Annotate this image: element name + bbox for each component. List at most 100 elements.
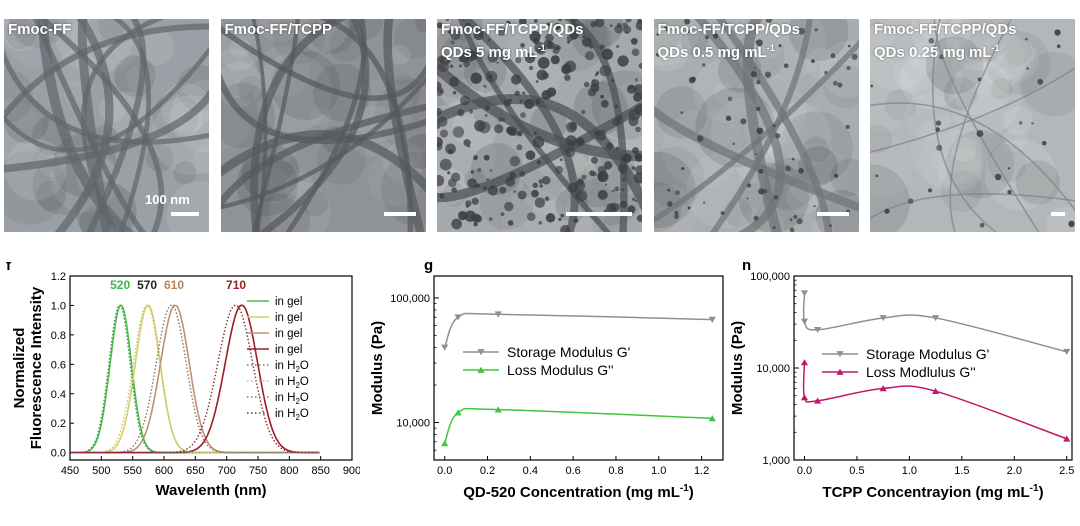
data-point-marker — [800, 359, 809, 366]
x-tick-label: 1.0 — [651, 465, 666, 477]
data-point-marker — [800, 394, 809, 401]
plot-frame — [69, 275, 353, 461]
data-point-marker — [494, 311, 502, 318]
spectrum-line-h2o — [71, 304, 320, 454]
legend-marker — [836, 368, 844, 375]
series-line-0 — [802, 293, 1067, 353]
data-point-marker — [454, 314, 462, 321]
x-tick-label: 0.5 — [849, 465, 864, 477]
data-point-marker — [814, 397, 822, 404]
legend-marker — [477, 349, 485, 356]
y-tick-label: 0.0 — [51, 448, 66, 460]
scale-bar — [566, 212, 632, 216]
x-tick-label: 1.5 — [954, 465, 969, 477]
legend-marker — [477, 366, 485, 373]
x-tick-label: 650 — [186, 465, 204, 477]
x-tick-label: 700 — [217, 465, 235, 477]
tem-label-e: Fmoc-FF/TCPP/QDs QDs 0.25 mg mL-1 — [874, 21, 1017, 62]
data-point-marker — [800, 290, 809, 297]
tem-label-line: Fmoc-FF/TCPP/QDs — [657, 21, 801, 38]
legend-label: in H2O — [275, 376, 309, 390]
tem-label-line: QDs 0.25 mg mL-1 — [874, 43, 1000, 61]
spectrum-line-gel — [71, 304, 320, 454]
x-tick-label: 600 — [155, 465, 173, 477]
y-tick-label: 100,000 — [750, 271, 790, 283]
x-tick-label: 550 — [123, 465, 141, 477]
scale-bar-label: 100 nm — [145, 192, 190, 207]
tem-micrograph-a: Fmoc-FF 100 nm — [4, 19, 209, 232]
data-point-marker — [454, 409, 462, 416]
x-tick-label: 0.2 — [480, 465, 495, 477]
panel-h-chart: h 0.0 0.5 1.0 1.5 2.0 2.5 1,000 10,000 100,000 TCP… — [729, 257, 1080, 521]
spectrum-line-h2o — [71, 304, 320, 454]
peak-label: 610 — [164, 278, 184, 292]
data-point-marker — [879, 315, 887, 322]
series-line-1 — [443, 407, 713, 444]
x-tick-label: 2.5 — [1059, 465, 1074, 477]
panel-letter-g: g — [424, 262, 433, 274]
y-tick-label: 10,000 — [396, 418, 430, 430]
tem-label-b: Fmoc-FF/TCPP — [225, 21, 333, 39]
panel-g-chart: g 0.0 0.2 0.4 0.6 0.8 1.0 1.2 10,000 100,000 QD-52… — [368, 257, 730, 521]
x-tick-label: 800 — [280, 465, 298, 477]
legend-label: Loss Modlulus G'' — [866, 364, 976, 380]
data-point-marker — [1063, 348, 1071, 356]
legend-label: in H2O — [275, 408, 309, 422]
y-tick-label: 0.8 — [51, 330, 66, 342]
x-tick-label: 0.0 — [437, 465, 452, 477]
x-tick-label: 1.0 — [902, 465, 917, 477]
spectrum-line-h2o — [71, 304, 320, 454]
legend-label: in gel — [275, 328, 303, 340]
scale-bar — [171, 212, 199, 216]
legend-label: in H2O — [275, 360, 309, 374]
scale-bar — [816, 212, 849, 216]
legend-label: in gel — [275, 344, 303, 356]
x-tick-label: 0.6 — [565, 465, 580, 477]
y-tick-label: 1.0 — [51, 300, 66, 312]
tem-label-line: Fmoc-FF/TCPP/QDs — [874, 21, 1017, 38]
peak-label: 570 — [137, 278, 157, 292]
y-tick-label: 10,000 — [756, 363, 790, 375]
data-point-marker — [708, 415, 716, 422]
data-point-marker — [932, 387, 940, 395]
series-line-0 — [443, 312, 713, 348]
tem-label-line: Fmoc-FF/TCPP/QDs — [441, 21, 584, 38]
peak-label: 520 — [110, 278, 130, 292]
legend-label: in gel — [275, 312, 303, 324]
x-tick-label: 0.8 — [608, 465, 623, 477]
y-tick-label: 1,000 — [762, 455, 790, 467]
data-point-marker — [814, 326, 822, 334]
x-axis-label: Wavelenth (nm) — [155, 482, 266, 499]
peak-label: 710 — [226, 278, 246, 292]
tem-micrograph-c: Fmoc-FF/TCPP/QDs QDs 5 mg mL-1 — [437, 19, 642, 232]
tem-label-d: Fmoc-FF/TCPP/QDs QDs 0.5 mg mL-1 — [658, 21, 801, 62]
data-point-marker — [441, 344, 449, 351]
data-point-marker — [932, 315, 940, 322]
panel-letter-f: f — [6, 262, 12, 274]
legend-label: in H2O — [275, 392, 309, 406]
y-tick-label: 0.2 — [51, 418, 66, 430]
x-tick-label: 500 — [92, 465, 110, 477]
legend-label: Storage Modulus G' — [866, 346, 989, 362]
x-axis-label: QD-520 Concentration (mg mL-1) — [463, 483, 694, 501]
scale-bar — [383, 212, 416, 216]
x-tick-label: 0.0 — [797, 465, 812, 477]
legend-label: Loss Modulus G'' — [507, 362, 614, 378]
tem-label-line: QDs 0.5 mg mL-1 — [657, 43, 775, 61]
x-tick-label: 450 — [61, 465, 79, 477]
y-tick-label: 0.4 — [51, 389, 66, 401]
tem-micrograph-b: Fmoc-FF/TCPP — [220, 19, 426, 232]
x-tick-label: 900 — [343, 465, 360, 477]
tem-label-c: Fmoc-FF/TCPP/QDs QDs 5 mg mL-1 — [441, 21, 584, 62]
scale-bar — [1051, 212, 1065, 216]
y-tick-label: 100,000 — [390, 293, 430, 305]
legend-marker — [836, 351, 844, 358]
tem-label-a: Fmoc-FF — [8, 21, 71, 39]
data-point-marker — [1063, 435, 1071, 442]
panel-f-chart: f 450 500 550 600 650 700 750 800 850 900 0.0 0.2 0.4… — [0, 257, 361, 521]
x-axis-label: TCPP Concentrayion (mg mL-1) — [822, 483, 1043, 501]
data-point-marker — [708, 316, 716, 323]
tem-micrograph-d: Fmoc-FF/TCPP/QDs QDs 0.5 mg mL-1 — [653, 19, 859, 232]
panel-letter-h: h — [742, 262, 751, 274]
x-tick-label: 850 — [311, 465, 329, 477]
